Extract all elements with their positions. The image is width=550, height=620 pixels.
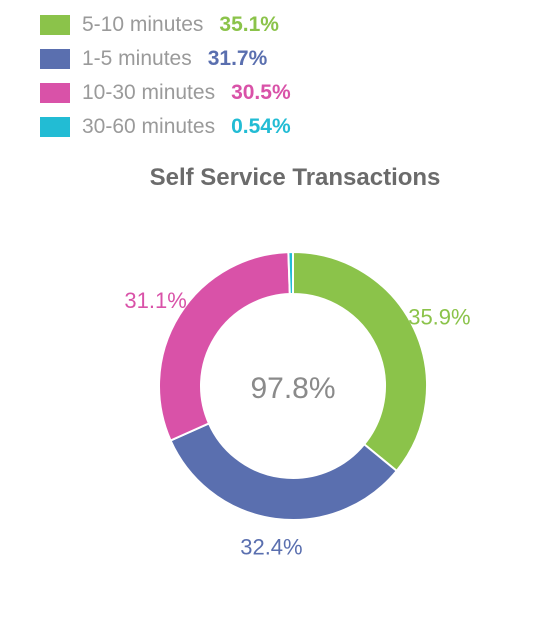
legend-value: 0.54%: [231, 115, 291, 138]
slice-label: 32.4%: [240, 535, 302, 560]
slice-label: 35.9%: [408, 305, 470, 330]
legend-label: 30-60 minutes: [82, 115, 216, 138]
legend: 5-10 minutes 35.1% 1-5 minutes 31.7% 10-…: [40, 8, 291, 144]
donut-slice: [169, 422, 399, 521]
donut-slices: [158, 250, 428, 521]
legend-value: 31.7%: [207, 47, 268, 70]
legend-swatch: [40, 117, 70, 137]
legend-value: 35.1%: [219, 13, 279, 36]
legend-swatch: [40, 15, 70, 35]
legend-item: 10-30 minutes 30.5%: [40, 76, 291, 110]
slice-label: 31.1%: [124, 288, 186, 313]
chart-title: Self Service Transactions: [149, 164, 441, 191]
legend-item: 1-5 minutes 31.7%: [40, 42, 291, 76]
legend-item: 30-60 minutes 0.54%: [40, 110, 291, 144]
donut-labels: 35.9% 32.4% 31.1%: [124, 288, 470, 559]
legend-value: 30.5%: [231, 81, 291, 104]
legend-label: 10-30 minutes: [82, 81, 216, 104]
legend-label: 1-5 minutes: [82, 47, 192, 70]
legend-item: 5-10 minutes 35.1%: [40, 8, 291, 42]
legend-label: 5-10 minutes: [82, 13, 204, 36]
donut-slice: [158, 251, 291, 442]
legend-swatch: [40, 49, 70, 69]
legend-swatch: [40, 83, 70, 103]
donut-slice: [287, 250, 294, 296]
donut-slice: [292, 250, 428, 473]
center-label: 97.8%: [250, 372, 335, 405]
